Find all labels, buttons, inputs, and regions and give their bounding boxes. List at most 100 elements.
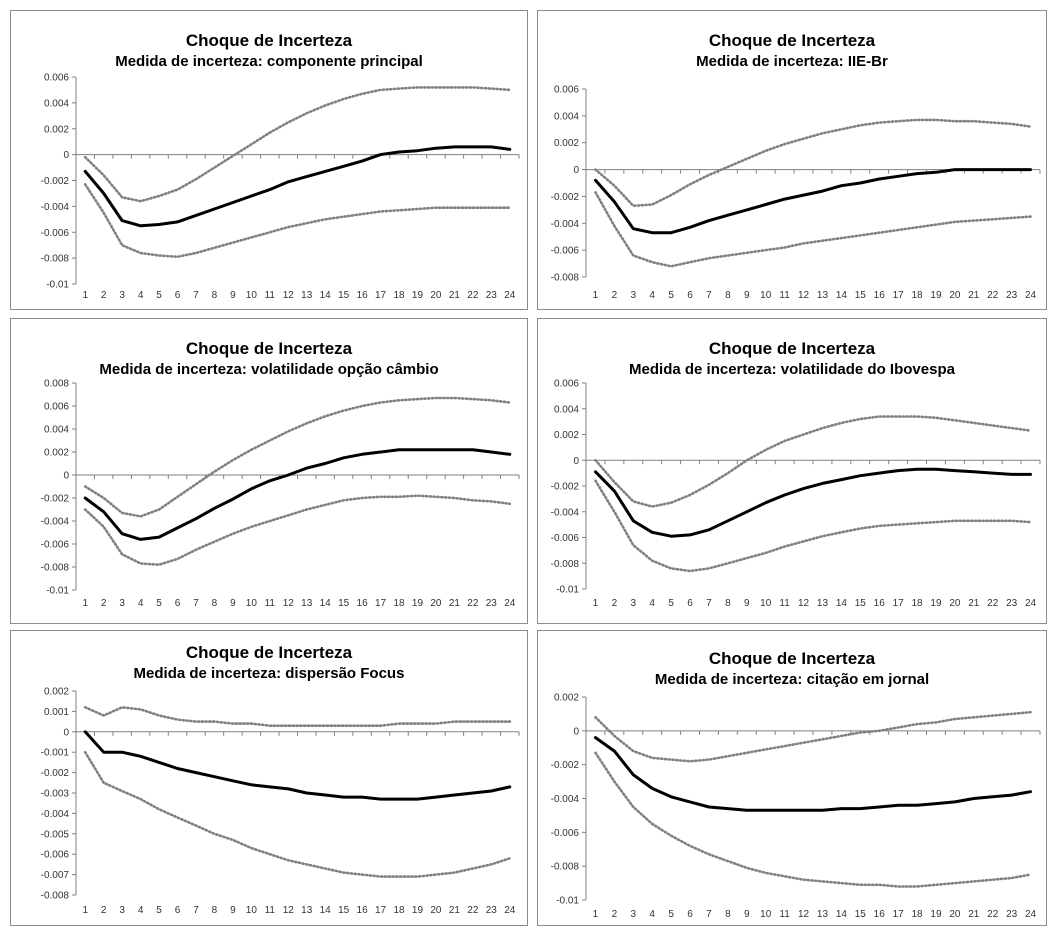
- line-chart: 0.006 0.004 0.002 0 -0.002 -0.004 -0.006 -0.008…: [551, 379, 1041, 609]
- x-tick-label: 22: [987, 909, 999, 920]
- y-tick-label: -0.008: [41, 254, 70, 265]
- x-tick-label: 19: [412, 905, 424, 916]
- x-tick-label: 5: [668, 909, 674, 920]
- lower-confidence-band: [83, 750, 512, 878]
- y-tick-label: -0.007: [41, 870, 70, 881]
- x-tick-label: 6: [687, 598, 693, 609]
- x-tick-label: 11: [265, 905, 276, 916]
- y-tick-label: 0: [573, 726, 579, 737]
- y-tick-label: 0: [573, 456, 579, 467]
- x-tick-label: 24: [1025, 909, 1037, 920]
- x-tick-label: 17: [893, 290, 905, 301]
- x-tick-label: 15: [855, 290, 867, 301]
- x-tick-label: 21: [968, 598, 980, 609]
- x-tick-label: 12: [798, 290, 810, 301]
- x-tick-label: 11: [779, 598, 790, 609]
- x-tick-label: 14: [320, 290, 332, 301]
- x-tick-label: 7: [193, 598, 199, 609]
- y-tick-label: 0.001: [44, 707, 69, 718]
- x-tick-label: 8: [212, 598, 218, 609]
- y-tick-label: -0.01: [46, 586, 69, 597]
- x-tick-label: 9: [744, 909, 750, 920]
- x-tick-label: 8: [725, 290, 731, 301]
- y-tick-label: -0.008: [551, 559, 580, 570]
- y-tick-label: -0.008: [41, 891, 70, 902]
- upper-confidence-band: [83, 705, 512, 727]
- x-tick-label: 4: [138, 598, 144, 609]
- x-tick-label: 22: [467, 598, 479, 609]
- chart-panel-volatilidade-ibovespa: Choque de Incerteza Medida de incerteza:…: [537, 318, 1047, 624]
- x-tick-label: 16: [874, 290, 886, 301]
- x-tick-label: 4: [649, 290, 655, 301]
- x-tick-label: 19: [412, 290, 424, 301]
- line-chart: 0.006 0.004 0.002 0 -0.002 -0.004 -0.006 -0.008…: [41, 73, 520, 301]
- y-tick-label: -0.004: [41, 809, 70, 820]
- x-tick-label: 9: [744, 290, 750, 301]
- x-tick-label: 23: [486, 598, 498, 609]
- chart-subtitle: Medida de incerteza: citação em jornal: [654, 671, 930, 688]
- x-tick-label: 13: [301, 290, 313, 301]
- x-tick-label: 10: [246, 598, 258, 609]
- y-tick-label: 0: [63, 471, 69, 482]
- impulse-response-line: [83, 730, 512, 801]
- y-tick-label: -0.002: [41, 768, 70, 779]
- y-tick-label: -0.008: [551, 862, 580, 873]
- x-tick-label: 13: [817, 909, 829, 920]
- x-tick-label: 2: [612, 290, 618, 301]
- x-tick-label: 16: [874, 598, 886, 609]
- y-tick-label: 0.004: [44, 425, 69, 436]
- chart-subtitle: Medida de incerteza: volatilidade opção …: [99, 361, 439, 378]
- x-tick-label: 15: [338, 598, 350, 609]
- chart-title: Choque de Incerteza: [185, 31, 353, 50]
- x-tick-label: 7: [193, 905, 199, 916]
- x-tick-label: 18: [393, 598, 405, 609]
- y-tick-label: -0.006: [41, 228, 70, 239]
- y-tick-label: 0: [63, 150, 69, 161]
- x-tick-label: 9: [230, 290, 236, 301]
- x-tick-label: 20: [430, 905, 442, 916]
- x-tick-label: 19: [930, 598, 942, 609]
- x-tick-label: 10: [760, 290, 772, 301]
- y-tick-label: 0: [63, 727, 69, 738]
- y-tick-label: -0.002: [551, 192, 580, 203]
- x-tick-label: 5: [668, 598, 674, 609]
- chart-subtitle: Medida de incerteza: componente principa…: [115, 53, 423, 70]
- x-tick-label: 24: [1025, 290, 1037, 301]
- x-tick-label: 10: [246, 290, 258, 301]
- y-tick-label: -0.005: [41, 829, 70, 840]
- x-tick-label: 24: [504, 905, 516, 916]
- y-tick-label: -0.01: [46, 280, 69, 291]
- x-tick-label: 3: [119, 598, 125, 609]
- x-tick-label: 12: [283, 598, 295, 609]
- x-tick-label: 4: [649, 909, 655, 920]
- x-tick-label: 13: [301, 905, 313, 916]
- chart-panel-componente-principal: Choque de Incerteza Medida de incerteza:…: [10, 10, 528, 310]
- y-tick-label: 0.004: [44, 98, 69, 109]
- x-tick-label: 17: [893, 909, 905, 920]
- x-tick-label: 6: [687, 290, 693, 301]
- x-tick-label: 10: [760, 909, 772, 920]
- x-tick-label: 15: [855, 909, 867, 920]
- y-tick-label: -0.008: [41, 563, 70, 574]
- y-tick-label: -0.01: [556, 585, 579, 596]
- x-tick-label: 20: [949, 598, 961, 609]
- x-tick-label: 12: [798, 598, 810, 609]
- x-tick-label: 1: [82, 905, 88, 916]
- x-tick-label: 11: [265, 598, 276, 609]
- y-tick-label: 0.006: [44, 402, 69, 413]
- x-tick-label: 2: [612, 598, 618, 609]
- y-tick-label: 0.002: [44, 448, 69, 459]
- x-tick-label: 17: [375, 290, 387, 301]
- x-tick-label: 21: [449, 290, 461, 301]
- x-tick-label: 1: [593, 909, 599, 920]
- x-tick-label: 15: [338, 905, 350, 916]
- chart-title: Choque de Incerteza: [185, 643, 353, 662]
- x-tick-label: 7: [706, 909, 712, 920]
- x-tick-label: 5: [668, 290, 674, 301]
- x-tick-label: 8: [212, 905, 218, 916]
- y-tick-label: -0.004: [41, 202, 70, 213]
- x-tick-label: 23: [1006, 909, 1018, 920]
- line-chart: 0.008 0.006 0.004 0.002 0 -0.002 -0.004 -0.006 -…: [41, 379, 520, 609]
- x-tick-label: 15: [855, 598, 867, 609]
- x-tick-label: 3: [119, 905, 125, 916]
